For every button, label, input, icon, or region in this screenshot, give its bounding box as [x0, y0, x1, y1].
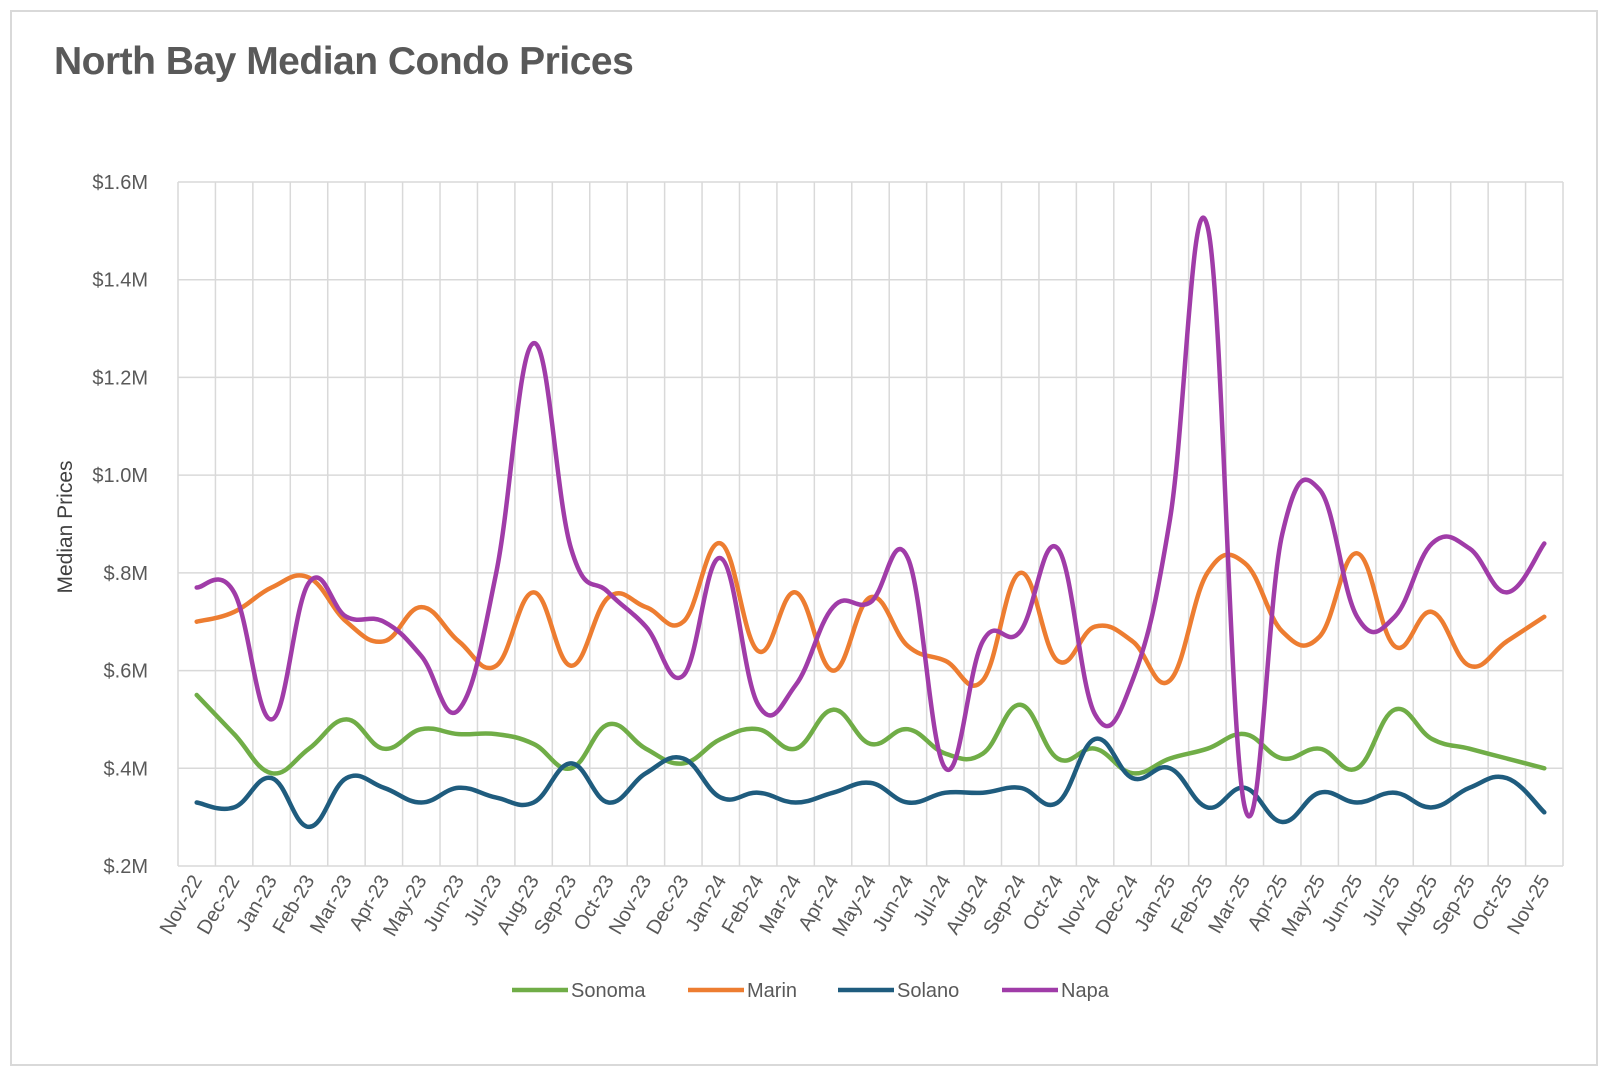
y-tick-label: $1.6M	[92, 172, 148, 194]
series-line-napa	[194, 215, 1547, 819]
y-tick-label: $.4M	[104, 758, 148, 780]
y-axis-ticks: $.2M $.4M $.6M $.8M $1.0M $1.2M $1.4M $1.6M	[92, 172, 148, 878]
y-axis-label: Median Prices	[54, 460, 77, 593]
series-lines	[194, 215, 1547, 830]
y-tick-label: $.2M	[104, 856, 148, 878]
series-line-solano	[194, 736, 1547, 830]
y-tick-label: $.6M	[104, 661, 148, 683]
y-tick-label: $1.2M	[92, 367, 148, 389]
y-tick-label: $1.0M	[92, 465, 148, 487]
y-tick-label: $.8M	[104, 563, 148, 585]
legend-label-sonoma: Sonoma	[571, 980, 646, 1002]
x-axis-ticks: Nov-22Dec-22Jan-23Feb-23Mar-23Apr-23May-…	[156, 872, 1555, 941]
legend: Sonoma Marin Solano Napa	[512, 980, 1110, 1002]
legend-label-napa: Napa	[1061, 980, 1110, 1002]
chart-frame	[10, 10, 1598, 1066]
gridlines	[177, 181, 1564, 867]
legend-label-marin: Marin	[747, 980, 797, 1002]
chart-title: North Bay Median Condo Prices	[54, 40, 634, 83]
series-line-sonoma	[194, 692, 1547, 776]
legend-label-solano: Solano	[897, 980, 959, 1002]
y-tick-label: $1.4M	[92, 270, 148, 292]
